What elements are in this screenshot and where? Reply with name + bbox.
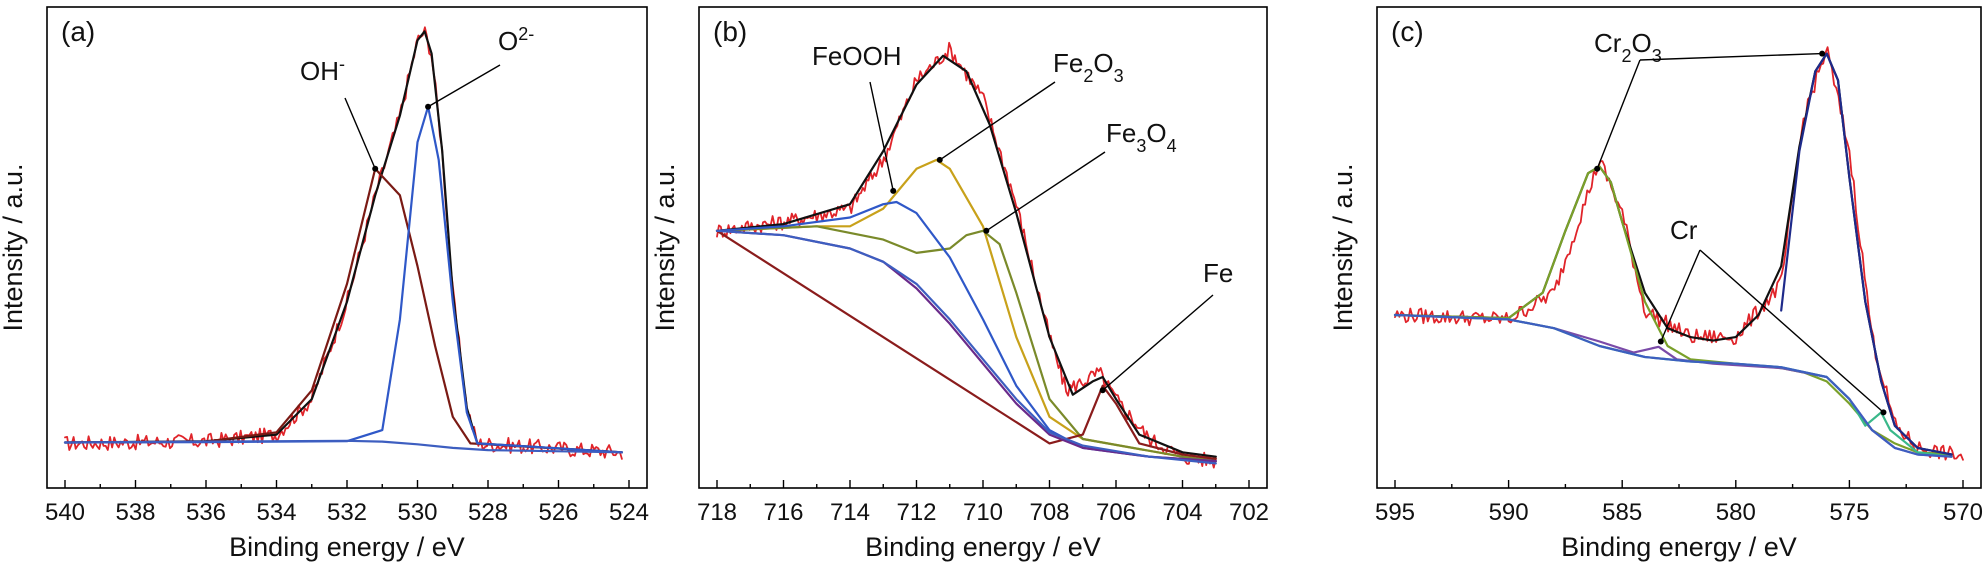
series-line: [715, 229, 1217, 460]
annotation-label: Fe3O4: [1106, 118, 1177, 156]
series-line: [716, 41, 1217, 469]
y-axis-label: Intensity / a.u.: [1328, 163, 1358, 331]
series-line: [1393, 52, 1953, 456]
panel-b: 718 716 714 712 710 708 706 704 702 Binding energ…: [650, 6, 1269, 562]
x-tick-label: 714: [830, 499, 870, 526]
x-tick-label: 528: [468, 499, 508, 526]
panel-c: 595 590 585 580 575 570 Binding energy / eV Int…: [1328, 6, 1983, 562]
series-line: [1393, 313, 1953, 458]
x-tick-label: 702: [1229, 499, 1269, 526]
x-tick-label: 708: [1029, 499, 1069, 526]
plot-frame: [698, 6, 1268, 489]
x-tick-label: 580: [1716, 499, 1756, 526]
annotation-arrow: [427, 64, 501, 108]
x-tick-label: 716: [763, 499, 803, 526]
series-line: [1393, 313, 1953, 458]
y-axis-label: Intensity / a.u.: [0, 163, 28, 331]
annotation-arrowhead: [936, 156, 943, 163]
x-tick-label: 590: [1489, 499, 1529, 526]
x-tick-label: 540: [45, 499, 85, 526]
series-line: [63, 30, 623, 454]
annotation-arrow: [869, 81, 894, 192]
x-tick-label: 585: [1602, 499, 1642, 526]
annotation-label: O2-: [498, 24, 534, 56]
x-tick-label: 710: [963, 499, 1003, 526]
annotation-arrow: [1639, 52, 1823, 61]
annotation-arrow: [1596, 59, 1641, 170]
annotation-arrowhead: [1099, 387, 1106, 394]
y-axis-label: Intensity / a.u.: [650, 163, 680, 331]
annotation-arrow: [1660, 249, 1701, 342]
series-line: [1780, 52, 1953, 456]
annotation-label: Fe2O3: [1053, 48, 1124, 86]
annotation-arrowhead: [1594, 165, 1601, 172]
plot-frame: [1376, 6, 1982, 489]
series-line: [715, 200, 1217, 463]
annotation-arrowhead: [1819, 50, 1826, 57]
x-tick-label: 595: [1375, 499, 1415, 526]
annotation-arrow: [985, 151, 1106, 232]
plot-frame: [46, 6, 648, 489]
x-tick-label: 706: [1096, 499, 1136, 526]
panel-label: (c): [1391, 16, 1424, 47]
annotation-label: OH-: [300, 54, 345, 86]
annotation-label: FeOOH: [812, 41, 902, 71]
annotation-label: Fe: [1203, 258, 1233, 288]
x-tick-label: 570: [1943, 499, 1983, 526]
series-line: [64, 26, 623, 460]
annotation-arrowhead: [983, 227, 990, 234]
series-line: [715, 229, 1217, 463]
x-tick-label: 538: [115, 499, 155, 526]
x-tick-label: 532: [327, 499, 367, 526]
annotation-label: Cr2O3: [1594, 28, 1662, 66]
x-tick-label: 704: [1162, 499, 1202, 526]
x-tick-label: 530: [397, 499, 437, 526]
series-line: [1394, 46, 1964, 461]
panel-a: 540 538 536 534 532 530 528 526 524 Binding energ…: [0, 6, 649, 562]
annotation-arrowhead: [1657, 338, 1664, 345]
annotation-arrow: [1699, 249, 1884, 413]
series-line: [63, 439, 623, 454]
panel-label: (a): [61, 16, 95, 47]
panel-label: (b): [713, 16, 747, 47]
annotation-arrow: [1102, 294, 1214, 391]
annotation-arrow: [344, 97, 376, 170]
x-tick-label: 718: [697, 499, 737, 526]
x-tick-label: 524: [609, 499, 649, 526]
series-line: [715, 158, 1217, 463]
annotation-label: Cr: [1670, 215, 1698, 245]
annotation-arrowhead: [890, 187, 897, 194]
x-tick-label: 712: [896, 499, 936, 526]
x-tick-label: 575: [1829, 499, 1869, 526]
x-axis-label: Binding energy / eV: [865, 532, 1101, 562]
x-tick-label: 534: [256, 499, 296, 526]
series-line: [715, 229, 1217, 465]
series-line: [63, 105, 623, 454]
x-tick-label: 526: [538, 499, 578, 526]
x-tick-label: 536: [186, 499, 226, 526]
annotation-arrowhead: [372, 165, 379, 172]
annotation-arrowhead: [425, 103, 432, 110]
series-line: [63, 167, 623, 454]
annotation-arrowhead: [1880, 409, 1887, 416]
annotation-arrow: [939, 81, 1056, 161]
series-line: [1393, 313, 1953, 458]
x-axis-label: Binding energy / eV: [1561, 532, 1797, 562]
x-axis-label: Binding energy / eV: [229, 532, 465, 562]
series-line: [715, 54, 1217, 458]
series-line: [715, 225, 1217, 463]
